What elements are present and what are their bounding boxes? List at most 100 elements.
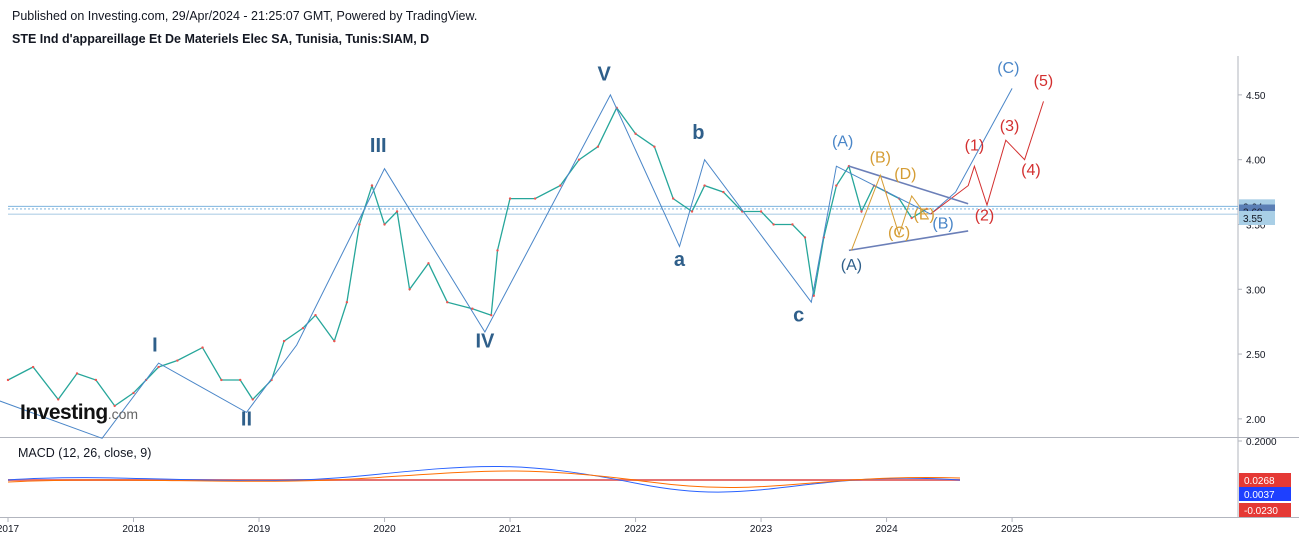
wave-label: (C) bbox=[888, 224, 910, 241]
wave-label: II bbox=[241, 408, 252, 430]
x-tick-label: 2018 bbox=[122, 524, 145, 535]
price-point bbox=[94, 378, 98, 382]
price-point bbox=[508, 197, 512, 200]
logo-domain: .com bbox=[107, 406, 139, 422]
price-point bbox=[395, 210, 399, 213]
macd-badge-label: -0.0230 bbox=[1244, 506, 1278, 517]
wave-label: b bbox=[692, 122, 704, 144]
price-point bbox=[722, 190, 725, 194]
wave-label: (D) bbox=[894, 166, 916, 183]
price-point bbox=[333, 339, 336, 343]
wave-label: (B) bbox=[932, 215, 953, 232]
y-tick-label: 3.00 bbox=[1246, 285, 1266, 296]
price-point bbox=[577, 158, 581, 161]
price-point bbox=[471, 307, 474, 310]
price-point bbox=[835, 184, 838, 187]
x-tick-label: 2017 bbox=[0, 524, 20, 535]
macd-line bbox=[7, 465, 961, 493]
triangle-upper bbox=[848, 165, 969, 205]
price-point bbox=[201, 346, 204, 349]
price-point bbox=[759, 210, 763, 213]
impulse-projection-line bbox=[930, 101, 1044, 215]
price-point bbox=[703, 184, 706, 187]
wave-label: (B) bbox=[870, 149, 891, 166]
x-tick-label: 2023 bbox=[750, 524, 773, 535]
price-point bbox=[690, 210, 694, 213]
price-point bbox=[910, 216, 913, 220]
macd-badge-label: 0.0037 bbox=[1244, 490, 1275, 501]
logo-brand: Investing bbox=[20, 401, 108, 424]
price-point bbox=[75, 372, 79, 375]
price-point bbox=[383, 223, 386, 226]
wave-label: (4) bbox=[1021, 162, 1041, 179]
x-tick-label: 2021 bbox=[499, 524, 522, 535]
price-point bbox=[238, 378, 242, 382]
y-tick-label: 2.50 bbox=[1246, 350, 1266, 361]
wave-label: (3) bbox=[1000, 118, 1020, 135]
price-point bbox=[176, 359, 179, 362]
price-point bbox=[925, 207, 928, 211]
price-point bbox=[358, 223, 361, 226]
price-point bbox=[157, 365, 160, 369]
price-point bbox=[57, 398, 60, 401]
price-point bbox=[301, 326, 305, 330]
price-badge-label: 3.55 bbox=[1243, 214, 1263, 225]
x-tick-label: 2025 bbox=[1001, 524, 1024, 535]
wave-label: (A) bbox=[832, 134, 853, 151]
macd-badge bbox=[1239, 487, 1291, 501]
published-info: Published on Investing.com, 29/Apr/2024 … bbox=[12, 9, 478, 23]
price-point bbox=[282, 339, 286, 343]
signal-line bbox=[7, 470, 961, 489]
price-point bbox=[6, 378, 10, 382]
price-point bbox=[772, 223, 775, 226]
x-tick-label: 2022 bbox=[624, 524, 647, 535]
price-point bbox=[559, 184, 562, 187]
price-point bbox=[596, 145, 600, 148]
price-point bbox=[408, 288, 411, 291]
price-point bbox=[370, 184, 374, 187]
triangle-lower bbox=[848, 230, 969, 252]
price-point bbox=[653, 145, 656, 148]
macd-badge bbox=[1239, 503, 1291, 517]
y-tick-label: 3.50 bbox=[1246, 220, 1266, 231]
price-point bbox=[860, 210, 863, 213]
price-point bbox=[113, 404, 116, 408]
wave-count-line bbox=[0, 93, 931, 439]
wave-label: (C) bbox=[997, 60, 1019, 77]
macd-title: MACD (12, 26, close, 9) bbox=[18, 446, 152, 460]
price-point bbox=[490, 313, 493, 317]
price-point bbox=[427, 262, 430, 265]
x-tick-label: 2020 bbox=[373, 524, 396, 535]
investing-logo: Investing.com bbox=[20, 401, 138, 425]
x-tick-label: 2019 bbox=[248, 524, 271, 535]
wave-projection-line bbox=[930, 88, 1013, 215]
price-point bbox=[220, 378, 223, 382]
macd-badge bbox=[1239, 473, 1291, 487]
wave-label: a bbox=[674, 249, 686, 271]
price-point bbox=[672, 197, 675, 200]
wave-label: I bbox=[152, 334, 158, 356]
wave-label: (2) bbox=[975, 208, 995, 225]
price-point bbox=[496, 249, 499, 252]
y-tick-label: 2.00 bbox=[1246, 415, 1266, 426]
y-tick-label: 4.50 bbox=[1246, 91, 1266, 102]
macd-badge-label: 0.0268 bbox=[1244, 476, 1275, 487]
price-line bbox=[7, 106, 928, 407]
wave-label: (1) bbox=[965, 138, 985, 155]
triangle-path bbox=[850, 173, 929, 251]
price-point bbox=[345, 301, 349, 304]
price-point bbox=[812, 294, 815, 297]
price-point bbox=[251, 398, 254, 401]
price-point bbox=[803, 236, 807, 239]
wave-label: (E) bbox=[914, 206, 935, 223]
x-tick-label: 2024 bbox=[875, 524, 898, 535]
wave-label: IV bbox=[475, 331, 495, 353]
wave-label: c bbox=[793, 305, 804, 327]
chart-title: STE Ind d'appareillage Et De Materiels E… bbox=[12, 32, 430, 46]
price-point bbox=[634, 132, 637, 135]
price-point bbox=[446, 301, 449, 304]
wave-label: V bbox=[598, 64, 612, 86]
macd-tick-label: 0.2000 bbox=[1246, 437, 1277, 448]
wave-label: (A) bbox=[841, 257, 862, 274]
